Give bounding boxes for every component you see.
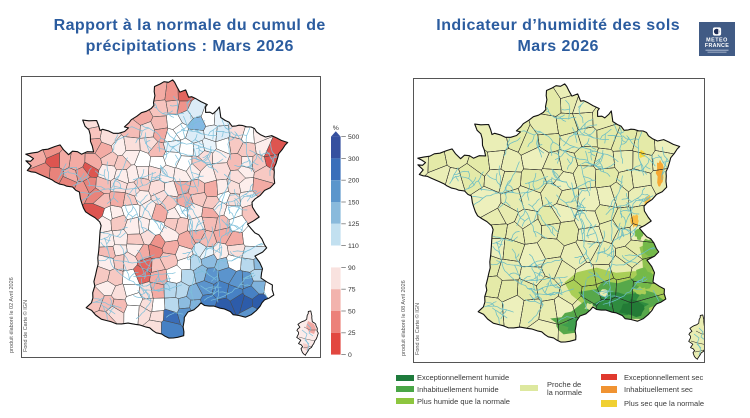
svg-text:50: 50	[348, 308, 356, 315]
svg-text:25: 25	[348, 330, 356, 337]
svg-text:90: 90	[348, 265, 356, 272]
svg-text:500: 500	[348, 134, 360, 141]
svg-text:METEO: METEO	[706, 38, 728, 44]
svg-text:0: 0	[348, 352, 352, 359]
svg-text:FRANCE: FRANCE	[705, 43, 729, 49]
svg-text:75: 75	[348, 287, 356, 294]
svg-text:%: %	[333, 125, 339, 132]
svg-text:125: 125	[348, 221, 360, 228]
svg-text:150: 150	[348, 199, 360, 206]
svg-text:110: 110	[348, 243, 359, 250]
svg-text:300: 300	[348, 156, 360, 163]
svg-text:200: 200	[348, 178, 360, 185]
